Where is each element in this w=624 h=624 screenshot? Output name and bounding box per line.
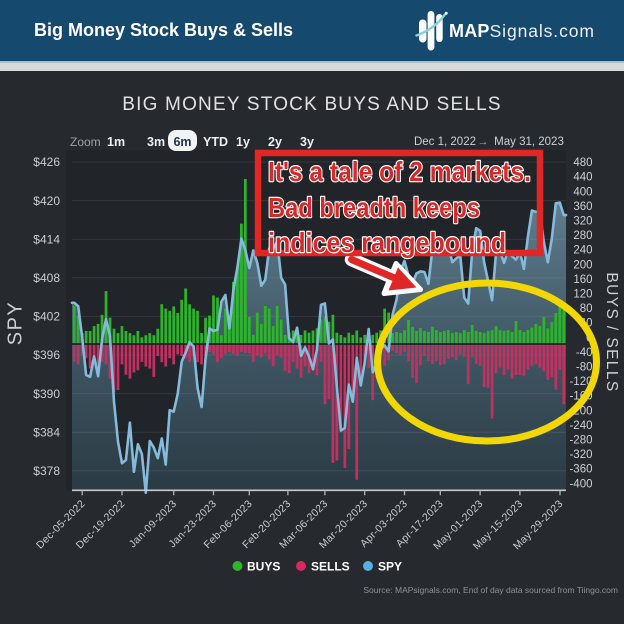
- svg-text:-240: -240: [569, 420, 592, 432]
- svg-text:200: 200: [573, 259, 592, 271]
- svg-text:2y: 2y: [268, 135, 282, 149]
- svg-text:480: 480: [573, 157, 592, 169]
- svg-text:YTD: YTD: [203, 135, 228, 149]
- svg-text:240: 240: [573, 245, 592, 257]
- svg-text:$408: $408: [33, 271, 60, 285]
- svg-text:It's a tale of 2 markets.: It's a tale of 2 markets.: [268, 156, 531, 187]
- svg-text:-400: -400: [569, 478, 592, 490]
- svg-text:1m: 1m: [107, 135, 125, 149]
- svg-text:Big Money Stock Buys & Sells: Big Money Stock Buys & Sells: [34, 20, 293, 40]
- svg-text:280: 280: [573, 230, 592, 242]
- svg-text:1y: 1y: [236, 135, 250, 149]
- svg-text:$384: $384: [33, 425, 60, 439]
- svg-text:Source: MAPsignals.com, End of: Source: MAPsignals.com, End of day data …: [363, 585, 618, 595]
- svg-text:SPY: SPY: [5, 301, 27, 346]
- svg-text:-40: -40: [576, 347, 593, 359]
- svg-text:BIG MONEY STOCK BUYS AND SELLS: BIG MONEY STOCK BUYS AND SELLS: [122, 94, 502, 115]
- svg-text:Bad breadth keeps: Bad breadth keeps: [268, 192, 480, 223]
- svg-text:-320: -320: [569, 449, 592, 461]
- svg-text:360: 360: [573, 201, 592, 213]
- svg-text:-80: -80: [576, 362, 593, 374]
- svg-text:BUYS / SELLS: BUYS / SELLS: [603, 272, 620, 392]
- svg-text:SELLS: SELLS: [311, 560, 350, 574]
- svg-text:3m: 3m: [147, 135, 165, 149]
- svg-text:$378: $378: [33, 464, 60, 478]
- svg-text:→: →: [478, 136, 489, 148]
- svg-text:$414: $414: [33, 232, 60, 246]
- svg-text:$390: $390: [33, 387, 60, 401]
- svg-text:indices rangebound: indices rangebound: [268, 227, 506, 258]
- svg-text:SPY: SPY: [378, 560, 402, 574]
- svg-text:400: 400: [573, 186, 592, 198]
- svg-text:-120: -120: [569, 376, 592, 388]
- svg-text:$420: $420: [33, 194, 60, 208]
- svg-text:120: 120: [573, 289, 592, 301]
- svg-text:Dec 1, 2022: Dec 1, 2022: [414, 136, 476, 148]
- svg-text:-280: -280: [569, 435, 592, 447]
- svg-text:-360: -360: [569, 464, 592, 476]
- svg-text:3y: 3y: [300, 135, 314, 149]
- svg-text:320: 320: [573, 216, 592, 228]
- svg-text:6m: 6m: [173, 135, 191, 149]
- svg-text:May 31, 2023: May 31, 2023: [494, 136, 564, 148]
- svg-text:$396: $396: [33, 348, 60, 362]
- svg-text:BUYS: BUYS: [247, 560, 280, 574]
- svg-text:$402: $402: [33, 310, 60, 324]
- svg-text:80: 80: [580, 303, 593, 315]
- svg-text:160: 160: [573, 274, 592, 286]
- svg-text:Zoom: Zoom: [70, 135, 101, 149]
- svg-text:MAPSignals.com: MAPSignals.com: [449, 21, 595, 41]
- svg-text:440: 440: [573, 172, 592, 184]
- svg-text:$426: $426: [33, 155, 60, 169]
